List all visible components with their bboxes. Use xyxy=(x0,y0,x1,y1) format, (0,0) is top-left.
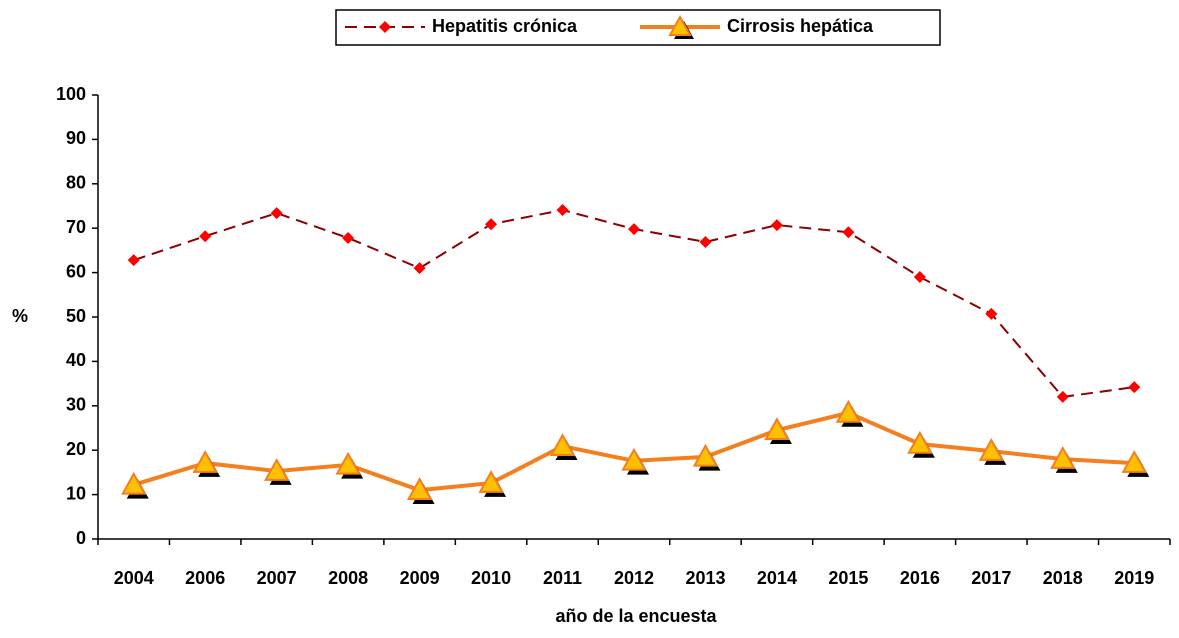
x-tick-label: 2017 xyxy=(971,568,1011,588)
marker xyxy=(1056,390,1069,403)
x-tick-label: 2009 xyxy=(400,568,440,588)
marker xyxy=(692,443,719,467)
marker xyxy=(485,218,498,231)
x-tick-label: 2006 xyxy=(185,568,225,588)
marker xyxy=(907,430,933,454)
legend-box xyxy=(335,9,941,46)
y-tick-label: 30 xyxy=(66,395,86,415)
marker xyxy=(270,207,283,220)
marker xyxy=(335,451,361,475)
x-axis-label: año de la encuesta xyxy=(555,606,717,626)
marker xyxy=(835,399,862,423)
marker xyxy=(913,271,926,284)
marker xyxy=(1128,381,1141,394)
marker xyxy=(699,235,712,248)
y-tick-label: 60 xyxy=(66,261,86,281)
x-tick-label: 2011 xyxy=(543,568,582,588)
y-tick-label: 20 xyxy=(66,439,86,459)
marker xyxy=(413,262,426,275)
y-tick-label: 80 xyxy=(66,173,86,193)
x-tick-label: 2007 xyxy=(257,568,297,588)
legend-marker xyxy=(668,14,692,36)
x-tick-label: 2012 xyxy=(614,568,654,588)
marker xyxy=(342,231,355,244)
x-tick-label: 2018 xyxy=(1043,568,1083,588)
marker xyxy=(842,226,855,239)
y-tick-label: 50 xyxy=(66,306,86,326)
y-tick-label: 40 xyxy=(66,350,86,370)
x-tick-label: 2008 xyxy=(328,568,368,588)
y-tick-label: 100 xyxy=(56,84,86,104)
x-tick-label: 2015 xyxy=(828,568,868,588)
marker xyxy=(406,477,433,500)
marker xyxy=(764,417,790,441)
marker xyxy=(121,471,147,495)
marker xyxy=(985,307,998,320)
legend-label: Hepatitis crónica xyxy=(432,16,578,36)
marker xyxy=(549,433,576,457)
marker xyxy=(478,469,504,493)
y-tick-label: 0 xyxy=(76,528,86,548)
legend-label: Cirrosis hepática xyxy=(727,16,874,36)
y-axis-label: % xyxy=(12,306,28,326)
x-tick-label: 2014 xyxy=(757,568,797,588)
marker xyxy=(978,438,1005,461)
x-tick-label: 2004 xyxy=(114,568,154,588)
legend-marker xyxy=(379,21,391,33)
marker xyxy=(127,254,140,267)
marker xyxy=(621,447,647,471)
y-tick-label: 70 xyxy=(66,217,86,237)
y-tick-label: 10 xyxy=(66,483,86,503)
marker xyxy=(1050,446,1076,469)
marker xyxy=(770,219,783,232)
marker xyxy=(1121,450,1147,473)
x-tick-label: 2016 xyxy=(900,568,940,588)
marker xyxy=(199,230,212,243)
series-line xyxy=(133,208,1135,398)
marker xyxy=(628,223,640,236)
y-tick-label: 90 xyxy=(66,128,86,148)
x-tick-label: 2010 xyxy=(471,568,511,588)
x-tick-label: 2013 xyxy=(685,568,725,588)
marker xyxy=(556,203,569,216)
x-tick-label: 2019 xyxy=(1114,568,1154,588)
marker xyxy=(263,458,290,481)
marker xyxy=(192,450,218,473)
